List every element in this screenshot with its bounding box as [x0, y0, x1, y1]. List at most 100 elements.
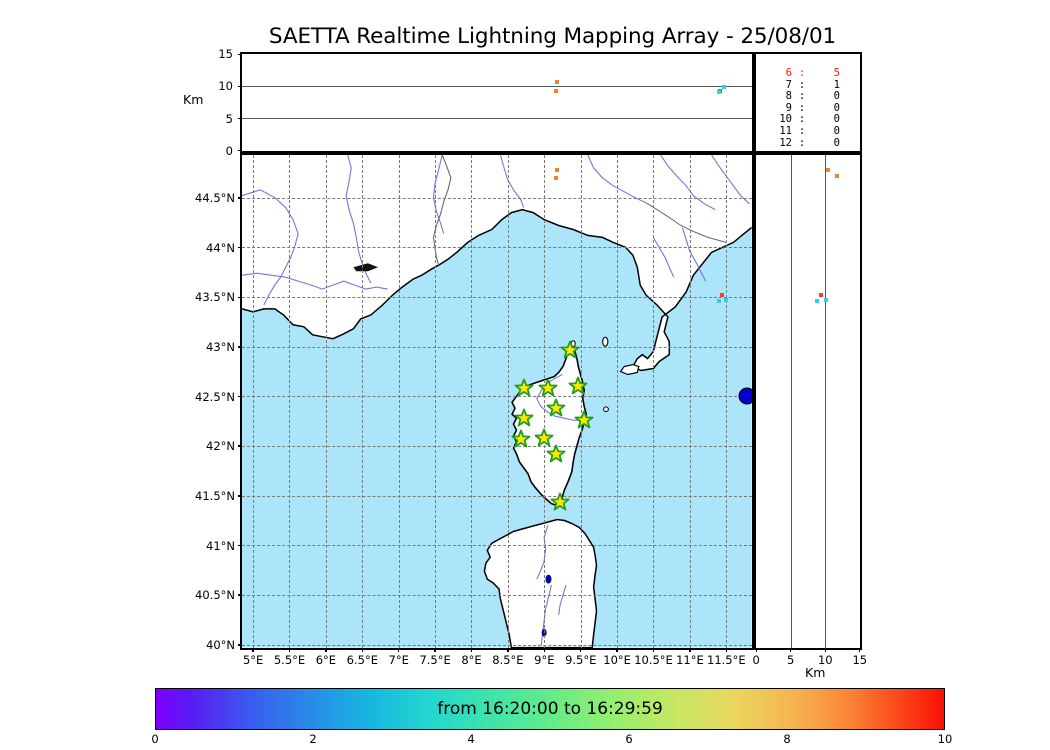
coastline-mainland	[242, 208, 752, 372]
lightning-source-point	[721, 84, 726, 89]
station-count-value: 1	[833, 78, 840, 91]
river-line	[499, 155, 525, 208]
axis-tick-mark	[725, 648, 727, 652]
lma-station-star-icon[interactable]	[574, 410, 594, 430]
river-line	[242, 189, 299, 306]
lightning-source-point	[720, 293, 725, 298]
station-count-value: 0	[833, 136, 840, 149]
station-stat-separator: :	[798, 67, 806, 79]
axis-tick-mark	[470, 648, 473, 652]
station-count-key: 7	[785, 78, 792, 91]
lightning-source-point	[724, 297, 729, 302]
lma-station-star-icon[interactable]	[514, 378, 534, 398]
longitude-tick-label: 11.5°E	[707, 653, 746, 667]
axis-tick-mark	[580, 648, 582, 652]
station-stat-separator: :	[798, 124, 806, 137]
lightning-source-point	[818, 293, 823, 298]
colorbar-tick-label: 4	[467, 732, 475, 746]
station-statistics-panel: 6: 5 7: 1 8: 0 9: 0 10: 0 11: 0 12: 0	[754, 52, 862, 153]
mainland-fill	[242, 155, 752, 371]
km-axis-label: Km	[805, 665, 826, 680]
axis-tick-mark	[238, 117, 242, 120]
map-geography	[242, 155, 752, 648]
altitude-tick-label: 5	[225, 111, 233, 126]
axis-tick-mark	[238, 346, 242, 348]
altitude-axis-label: Km	[183, 92, 204, 107]
river-line	[558, 584, 567, 615]
station-count-key: 10	[779, 113, 792, 126]
altitude-tick-label: 15	[218, 47, 233, 62]
lma-station-star-icon[interactable]	[511, 429, 531, 449]
station-stat-row: 8: 0	[766, 91, 840, 103]
station-stat-row: 6: 5	[766, 67, 840, 80]
station-stat-row: 12: 0	[766, 136, 840, 150]
lightning-source-point	[555, 167, 560, 172]
river-line	[242, 272, 388, 290]
axis-tick-mark	[238, 644, 242, 646]
axis-tick-mark	[238, 296, 242, 298]
altitude-reference-line	[242, 86, 752, 88]
lma-station-star-icon[interactable]	[514, 408, 534, 428]
station-stat-row: 9: 0	[766, 101, 840, 115]
lake-serre-poncon	[353, 263, 379, 272]
river-line	[587, 155, 647, 204]
km-tick-label: 10	[817, 653, 833, 667]
longitude-tick-label: 6.5°E	[346, 653, 378, 667]
station-count-value: 0	[833, 113, 840, 126]
river-line	[711, 155, 750, 205]
axis-tick-mark	[616, 648, 618, 652]
lma-station-star-icon[interactable]	[568, 376, 588, 396]
lma-station-star-icon[interactable]	[550, 492, 570, 511]
axis-tick-mark	[790, 648, 792, 652]
island-capraia	[602, 336, 609, 347]
station-count-key: 9	[785, 101, 792, 114]
altitude-tick-label: 0	[225, 143, 233, 158]
lightning-source-point	[554, 88, 559, 93]
location-marker-dot[interactable]	[738, 387, 752, 405]
lightning-source-point	[825, 167, 830, 172]
axis-tick-mark	[824, 648, 826, 652]
station-count-value: 0	[833, 124, 840, 137]
km-tick-label: 0	[752, 653, 760, 667]
latitude-tick-label: 43.5°N	[195, 290, 235, 305]
river-line	[432, 155, 445, 234]
axis-tick-mark	[238, 594, 242, 596]
colorbar[interactable]: from 16:20:00 to 16:29:59	[155, 688, 945, 730]
station-count-key: 11	[779, 124, 792, 137]
axis-tick-mark	[325, 648, 327, 652]
station-count-value: 0	[833, 101, 840, 114]
altitude-longitude-plot-area	[242, 54, 752, 151]
station-stat-separator: :	[798, 136, 806, 149]
axis-tick-mark	[507, 648, 509, 652]
lightning-source-point	[716, 298, 721, 303]
station-count-key: 8	[785, 90, 792, 103]
station-count-key: 12	[779, 136, 792, 149]
map-panel[interactable]	[240, 153, 754, 650]
colorbar-tick-label: 0	[151, 732, 159, 746]
station-count-value: 5	[833, 67, 840, 79]
axis-tick-mark	[652, 648, 655, 652]
altitude-reference-line	[242, 118, 752, 120]
lma-station-star-icon[interactable]	[547, 444, 566, 463]
latitude-tick-label: 41°N	[206, 538, 235, 553]
station-count-value: 0	[833, 90, 840, 103]
lma-station-star-icon[interactable]	[534, 428, 554, 448]
station-statistics-list: 6: 5 7: 1 8: 0 9: 0 10: 0 11: 0 12: 0	[766, 67, 840, 150]
station-stat-separator: :	[798, 101, 806, 114]
lma-station-star-icon[interactable]	[560, 340, 580, 359]
latitude-tick-label: 40°N	[206, 637, 235, 652]
lightning-source-point	[716, 89, 721, 94]
lma-station-star-icon[interactable]	[547, 398, 566, 418]
river-line	[681, 227, 707, 282]
axis-tick-mark	[543, 648, 545, 652]
lightning-source-point	[823, 297, 828, 302]
map-plot-area[interactable]	[242, 155, 752, 648]
latitude-tick-label: 44.5°N	[195, 190, 235, 205]
lightning-source-point	[815, 298, 820, 303]
longitude-tick-label: 10°E	[603, 653, 631, 667]
longitude-tick-label: 5.5°E	[273, 653, 306, 667]
lma-station-star-icon[interactable]	[538, 378, 558, 398]
altitude-latitude-plot-area	[756, 155, 860, 648]
axis-tick-mark	[238, 197, 242, 199]
island-elba	[619, 363, 640, 376]
